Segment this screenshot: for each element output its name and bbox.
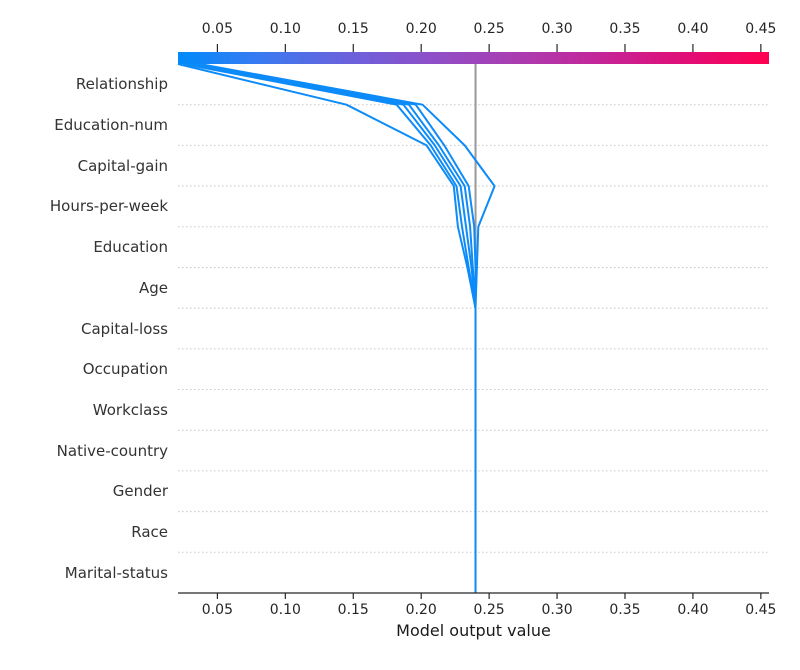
colorbar-tick-label: 0.30: [541, 21, 573, 37]
x-tick-label: 0.25: [473, 602, 505, 618]
x-axis-title: Model output value: [396, 621, 551, 640]
colorbar-tick-label: 0.25: [473, 21, 505, 37]
feature-label: Occupation: [82, 360, 168, 379]
colorbar-tick-label: 0.20: [405, 21, 437, 37]
feature-label: Capital-gain: [77, 156, 168, 175]
feature-label: Native-country: [56, 441, 168, 460]
colorbar-tick-label: 0.15: [337, 21, 369, 37]
x-tick-label: 0.45: [745, 602, 777, 618]
x-tick-label: 0.05: [201, 602, 233, 618]
x-tick-label: 0.40: [677, 602, 709, 618]
feature-label: Gender: [112, 482, 168, 501]
feature-label: Age: [138, 278, 168, 297]
feature-label: Hours-per-week: [49, 197, 168, 216]
x-tick-label: 0.20: [405, 602, 437, 618]
colorbar-tick-label: 0.10: [269, 21, 301, 37]
x-tick-label: 0.10: [269, 602, 301, 618]
decision-line: [186, 63, 477, 593]
colorbar-gradient: [178, 52, 769, 64]
colorbar-tick-label: 0.40: [677, 21, 709, 37]
feature-label: Relationship: [75, 75, 168, 94]
decision-line: [177, 63, 477, 593]
feature-label: Marital-status: [64, 563, 168, 582]
decision-line: [199, 63, 496, 593]
x-tick-label: 0.35: [609, 602, 641, 618]
feature-label: Education: [93, 238, 168, 257]
colorbar-tick-label: 0.45: [745, 21, 777, 37]
feature-label: Race: [131, 522, 168, 541]
colorbar-tick-label: 0.05: [201, 21, 233, 37]
decision-line: [183, 63, 477, 593]
feature-label: Workclass: [92, 400, 168, 419]
feature-label: Capital-loss: [81, 319, 168, 338]
colorbar-tick-label: 0.35: [609, 21, 641, 37]
feature-label: Education-num: [54, 116, 168, 135]
x-tick-label: 0.30: [541, 602, 573, 618]
x-tick-label: 0.15: [337, 602, 369, 618]
